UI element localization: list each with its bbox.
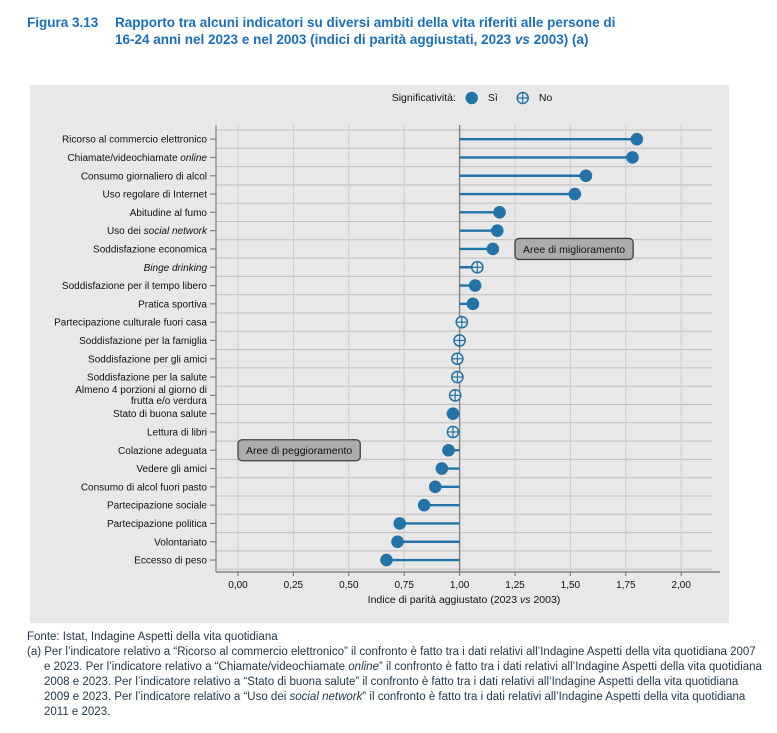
figure-title: Rapporto tra alcuni indicatori su divers… <box>115 14 615 48</box>
data-point-not-significant <box>453 334 466 347</box>
category-label: Soddisfazione per il tempo libero <box>62 281 208 292</box>
data-point-significant <box>579 169 593 183</box>
data-point-significant <box>446 407 460 420</box>
category-label: Soddisfazione per gli amici <box>88 354 207 365</box>
data-point-significant <box>630 132 644 146</box>
category-label: Soddisfazione economica <box>93 244 207 255</box>
category-label: Partecipazione culturale fuori casa <box>54 318 207 329</box>
data-point-significant <box>435 462 449 475</box>
figure-header: Figura 3.13 Rapporto tra alcuni indicato… <box>27 14 615 48</box>
category-label: Eccesso di peso <box>134 556 207 567</box>
data-point-significant <box>466 297 480 311</box>
data-point-significant <box>428 480 442 494</box>
category-label: Soddisfazione per la salute <box>87 373 208 384</box>
lollipop-chart: 0,00 0,25 0,50 0,75 1,00 1,25 1,50 1,75 2,00 Indi… <box>54 125 720 606</box>
data-point-significant <box>490 224 504 237</box>
category-label: Uso dei social network <box>107 226 208 237</box>
category-label: Lettura di libri <box>147 427 207 438</box>
data-point-not-significant <box>455 315 469 329</box>
legend-item-label: No <box>538 92 553 104</box>
data-point-significant <box>380 553 393 567</box>
x-tick-label: 1,50 <box>561 580 581 591</box>
category-label: Consumo giornaliero di alcol <box>81 171 207 182</box>
x-tick-label: 2,00 <box>671 580 691 591</box>
x-tick-label: 0,25 <box>284 580 304 591</box>
data-point-significant <box>468 279 482 292</box>
data-point-significant <box>393 517 407 530</box>
category-label: Consumo di alcol fuori pasto <box>81 482 208 493</box>
svg-text:Aree di peggioramento: Aree di peggioramento <box>246 445 352 457</box>
data-point-significant <box>391 535 404 549</box>
figure-title-line1: Rapporto tra alcuni indicatori su divers… <box>115 15 616 30</box>
data-point-significant <box>486 242 500 256</box>
x-tick-label: 1,00 <box>450 580 470 591</box>
open-cross-circle-icon <box>516 91 530 105</box>
data-point-significant <box>568 187 582 201</box>
category-label: Stato di buona salute <box>113 409 207 420</box>
data-point-significant <box>417 498 431 512</box>
chart-panel: Significatività: Sì No 0,00 0,25 0,50 0,75 1… <box>30 85 729 623</box>
x-tick-label: 0,00 <box>228 580 248 591</box>
data-point-not-significant <box>451 352 464 366</box>
legend-item-label: Sì <box>487 92 498 104</box>
category-label: Volontariato <box>154 537 207 548</box>
category-label: Abitudine al fumo <box>130 208 208 219</box>
legend: Significatività: Sì No <box>391 91 552 105</box>
category-label: Pratica sportiva <box>138 299 207 310</box>
x-tick-label: 1,25 <box>505 580 525 591</box>
x-axis-title: Indice di parità aggiustato (2023 vs 200… <box>368 594 561 606</box>
footnote: (a) Per l’indicatore relativo a “Ricorso… <box>27 646 762 718</box>
annotation-box: Aree di peggioramento <box>237 439 361 462</box>
svg-text:Aree di miglioramento: Aree di miglioramento <box>523 244 625 256</box>
annotation-box: Aree di miglioramento <box>514 237 634 261</box>
filled-circle-icon <box>465 91 479 105</box>
data-point-significant <box>626 151 639 164</box>
category-label: Partecipazione sociale <box>107 501 207 512</box>
category-label: Partecipazione politica <box>107 519 207 530</box>
category-label: Chiamate/videochiamate online <box>67 153 207 164</box>
category-label: Almeno 4 porzioni al giorno di frutta e/o… <box>75 385 207 407</box>
category-label: Vedere gli amici <box>136 464 207 475</box>
category-label: Uso regolare di Internet <box>102 190 207 201</box>
legend-title: Significatività: <box>391 92 456 104</box>
data-point-not-significant <box>451 370 464 384</box>
legend-item-si: Sì <box>465 91 498 105</box>
figure-title-line2: 16-24 anni nel 2023 e nel 2003 (indici d… <box>115 32 589 47</box>
source-line: Fonte: Istat, Indagine Aspetti della vit… <box>27 631 278 643</box>
x-tick-label: 1,75 <box>616 580 636 591</box>
category-label: Ricorso al commercio elettronico <box>62 135 207 146</box>
data-point-not-significant <box>446 425 460 439</box>
category-label: Binge drinking <box>144 263 208 274</box>
data-point-not-significant <box>448 389 462 402</box>
category-label: Soddisfazione per la famiglia <box>79 336 207 347</box>
data-point-significant <box>442 443 455 457</box>
data-point-significant <box>493 206 506 219</box>
legend-item-no: No <box>516 91 552 105</box>
figure-number: Figura 3.13 <box>27 15 99 30</box>
data-point-not-significant <box>470 260 484 274</box>
footer: Fonte: Istat, Indagine Aspetti della vit… <box>27 630 764 720</box>
category-label: Colazione adeguata <box>118 446 207 457</box>
x-tick-label: 0,50 <box>339 580 359 591</box>
x-tick-label: 0,75 <box>394 580 414 591</box>
